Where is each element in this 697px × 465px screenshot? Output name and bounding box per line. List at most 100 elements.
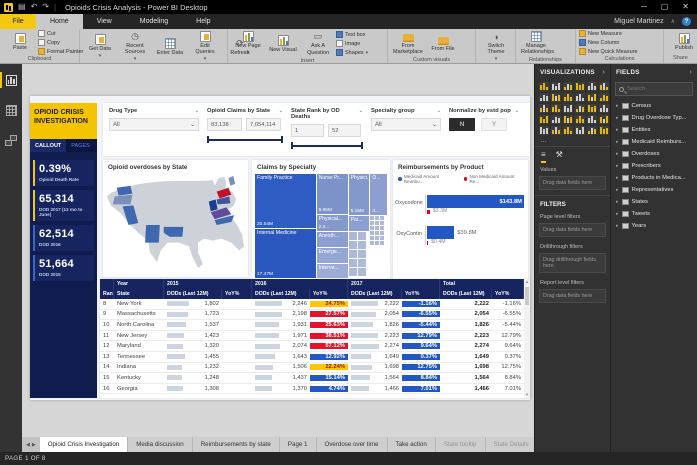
text-box-button[interactable]: Text box bbox=[336, 31, 368, 39]
filter-drop-zone[interactable]: Drag data fields here bbox=[539, 289, 606, 303]
field-table-representatives[interactable]: ▸ Representatives bbox=[616, 187, 674, 193]
new-quick-measure-button[interactable]: New Quick Measure bbox=[579, 48, 638, 55]
menu-tab-view[interactable]: View bbox=[96, 18, 112, 25]
filter-dropdown[interactable]: All ⌄ bbox=[109, 118, 199, 131]
state-new-york[interactable] bbox=[216, 187, 232, 199]
expand-icon[interactable]: ▸ bbox=[616, 127, 619, 133]
multi-row-card-icon[interactable] bbox=[563, 115, 573, 124]
stacked-column-chart-icon[interactable] bbox=[551, 82, 561, 91]
filter-drop-zone[interactable]: Drag data fields here bbox=[539, 223, 606, 237]
minimize-button[interactable]: ─ bbox=[641, 2, 647, 11]
column-header-cell[interactable]: DODs (Last 12M) bbox=[252, 289, 310, 299]
redo-icon[interactable]: ↷ bbox=[42, 2, 49, 11]
column-header-cell[interactable]: DODs (Last 12M) bbox=[164, 289, 222, 299]
new-column-button[interactable]: New Column bbox=[579, 39, 638, 46]
scroll-up-icon[interactable]: ▲ bbox=[525, 279, 529, 284]
stacked-bar-chart-icon[interactable] bbox=[539, 82, 549, 91]
values-drop-zone[interactable]: Drag data fields here bbox=[539, 176, 606, 190]
treemap-cell[interactable]: Family Practice 20.54M bbox=[255, 174, 316, 228]
state-washington[interactable] bbox=[116, 185, 133, 196]
expand-icon[interactable]: ▸ bbox=[616, 163, 619, 169]
from-file-button[interactable]: From File bbox=[426, 33, 460, 53]
filter-dropdown[interactable]: All ⌄ bbox=[371, 118, 441, 131]
ask-a-question-button[interactable]: ▭ Ask A Question bbox=[306, 31, 329, 56]
enter-data-button[interactable]: Enter Data bbox=[153, 37, 187, 57]
page-tab-media-discussion[interactable]: Media discussion bbox=[128, 437, 193, 452]
collapse-ribbon-icon[interactable]: ∧ bbox=[670, 19, 675, 25]
expand-icon[interactable]: ▸ bbox=[616, 211, 619, 217]
us-map[interactable] bbox=[103, 173, 246, 273]
line-and-stacked-column-chart-icon[interactable] bbox=[563, 93, 573, 102]
treemap-cell[interactable]: O... 3... bbox=[370, 174, 387, 216]
table-row[interactable]: 16 Georgia 1,308 1,370 4.74% 1,466 7.01% 1,466 7… bbox=[100, 384, 530, 395]
menu-tab-help[interactable]: Help bbox=[196, 18, 211, 25]
range-min-input[interactable]: 83,138 bbox=[207, 118, 242, 131]
toggle-option-y[interactable]: Y bbox=[481, 118, 507, 131]
field-table-drug-overdose-typ-[interactable]: ▸ Drug Overdose Typ... bbox=[616, 115, 687, 121]
state-ohio[interactable] bbox=[208, 199, 218, 212]
state-nevada[interactable] bbox=[122, 205, 139, 225]
fields-search-input[interactable] bbox=[627, 86, 687, 92]
cut-button[interactable]: Cut bbox=[38, 30, 83, 37]
state-virginia[interactable] bbox=[210, 207, 232, 220]
collapse-visualizations-icon[interactable]: › bbox=[602, 68, 605, 76]
python-visual-icon[interactable] bbox=[563, 126, 573, 135]
new-visual-button[interactable]: New Visual bbox=[266, 34, 300, 54]
switch-theme-button[interactable]: ◑ Switch Theme bbox=[479, 30, 513, 63]
100-stacked-bar-chart-icon[interactable] bbox=[587, 82, 597, 91]
page-tab-reimbursements-by-state[interactable]: Reimbursements by state bbox=[192, 437, 280, 452]
table-row[interactable]: 14 Indiana 1,232 1,506 22.24% 1,698 12.75% 1,69… bbox=[100, 363, 530, 374]
state-oregon[interactable] bbox=[112, 194, 133, 205]
callout-tab-pages[interactable]: PAGES bbox=[71, 142, 90, 149]
page-tab-overdose-over-time[interactable]: Overdose over time bbox=[316, 437, 388, 452]
publish-button[interactable]: Publish bbox=[667, 32, 697, 52]
page-tab-state-details[interactable]: State Details bbox=[485, 437, 538, 452]
treemap-cell[interactable]: Internal Medicine 17.47M bbox=[255, 228, 316, 278]
page-tab-opioid-crisis-investigation[interactable]: Opioid Crisis Investigation bbox=[39, 437, 129, 452]
column-header-cell[interactable]: YoY% bbox=[310, 289, 348, 299]
treemap-cell[interactable]: Anesth... bbox=[316, 232, 348, 248]
scroll-down-icon[interactable]: ▼ bbox=[525, 392, 529, 397]
donut-chart-icon[interactable] bbox=[551, 104, 561, 113]
callout-tab-callout[interactable]: CALLOUT bbox=[30, 139, 67, 152]
line-and-clustered-column-chart-icon[interactable] bbox=[575, 93, 585, 102]
column-header-cell[interactable]: DODs (Last 12M) bbox=[348, 289, 402, 299]
expand-icon[interactable]: ▸ bbox=[616, 103, 619, 109]
table-row[interactable]: 9 Massachusetts 1,723 2,198 27.57% 2,054 -6.55… bbox=[100, 310, 530, 321]
treemap-cell[interactable]: Pai... bbox=[348, 215, 370, 232]
range-slider[interactable] bbox=[207, 136, 283, 143]
shape-map-icon[interactable] bbox=[599, 104, 609, 113]
treemap-cell[interactable]: Emerge... bbox=[316, 248, 348, 264]
table-row[interactable]: 15 Kentucky 1,248 1,437 15.14% 1,564 8.84% 1,56… bbox=[100, 373, 530, 384]
shapes-button[interactable]: Shapes bbox=[336, 49, 368, 57]
menu-tab-home[interactable]: Home bbox=[36, 14, 83, 29]
expand-icon[interactable]: ▸ bbox=[616, 175, 619, 181]
treemap-cell[interactable]: Physici... 5.15M bbox=[348, 174, 370, 215]
copy-button[interactable]: Copy bbox=[38, 39, 83, 46]
state-new-mexico[interactable] bbox=[145, 224, 160, 243]
bar-chart-visual[interactable]: Reimbursements by Product Medicaid Amoun… bbox=[393, 160, 528, 284]
close-button[interactable]: ✕ bbox=[682, 2, 689, 11]
recent-sources-button[interactable]: ◷ Recent Sources bbox=[118, 30, 152, 63]
treemap-icon[interactable] bbox=[563, 104, 573, 113]
r-script-visual-icon[interactable] bbox=[539, 126, 549, 135]
state-maine[interactable] bbox=[228, 175, 236, 186]
expand-icon[interactable]: ▸ bbox=[616, 139, 619, 145]
range-min-input[interactable]: 1 bbox=[291, 124, 324, 137]
new-page-button[interactable]: New Page bbox=[231, 30, 265, 57]
expand-icon[interactable]: ▸ bbox=[616, 151, 619, 157]
range-max-input[interactable]: 7,054,114 bbox=[246, 118, 281, 131]
range-max-input[interactable]: 52 bbox=[328, 124, 361, 137]
pie-chart-icon[interactable] bbox=[539, 104, 549, 113]
table-scrollbar[interactable]: ▲ ▼ bbox=[524, 279, 530, 398]
help-icon[interactable]: ? bbox=[682, 17, 691, 26]
treemap-visual[interactable]: Claims by Specialty Family Practice 20.54… bbox=[252, 160, 390, 284]
menu-tab-file[interactable]: File bbox=[0, 14, 36, 29]
report-view-button[interactable] bbox=[0, 72, 22, 88]
qna-visual-icon[interactable] bbox=[587, 126, 597, 135]
manage-relationships-button[interactable]: Manage Relationships bbox=[519, 30, 554, 56]
scroll-thumb[interactable] bbox=[525, 287, 529, 305]
paste-button[interactable]: Paste bbox=[3, 32, 37, 52]
state-north-carolina[interactable] bbox=[214, 215, 235, 225]
column-header-cell[interactable]: YoY% bbox=[492, 289, 524, 299]
